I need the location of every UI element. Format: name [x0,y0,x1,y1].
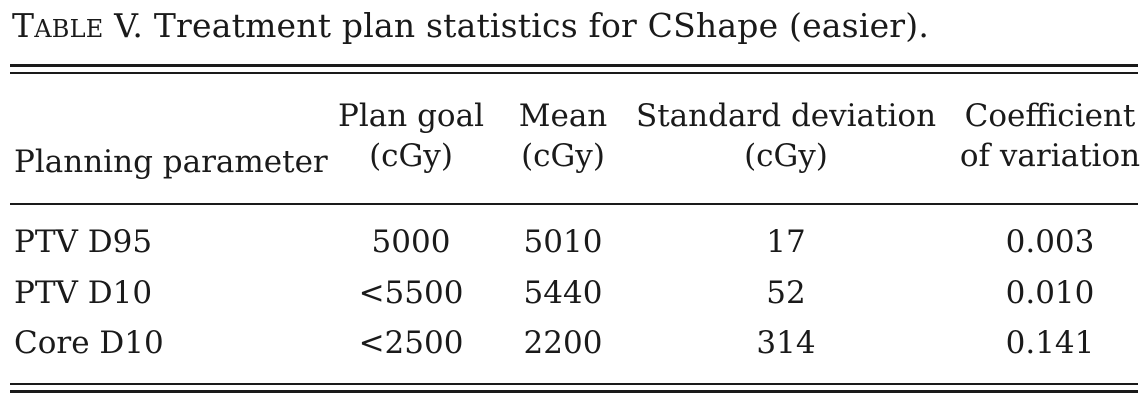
header-planning-parameter: Planning parameter [14,144,328,180]
top-rule [10,64,1138,67]
table-row-3-plan-goal: <2500 [358,325,464,361]
header-cv-line2: of variation [959,138,1141,174]
table-row-2-mean: 5440 [523,275,603,311]
table-row-3-sd: 314 [756,325,816,361]
table-row-2-parameter: PTV D10 [14,275,153,311]
caption-number: V. [114,6,144,45]
header-sd-line1: Standard deviation [635,98,937,134]
caption-label-rest: ABLE [34,15,104,43]
table-row-2-cv: 0.010 [1005,275,1095,311]
table-row-1-plan-goal: 5000 [371,224,451,260]
bottom-rule [10,383,1138,385]
table-row-1-sd: 17 [766,224,806,260]
header-mean-line2: (cGy) [521,138,605,174]
header-mean: Mean (cGy) [519,96,608,176]
table-row-1-cv: 0.003 [1005,224,1095,260]
caption-text: Treatment plan statistics for CShape (ea… [153,6,930,45]
top-rule-secondary [10,72,1138,74]
table-row-1-parameter: PTV D95 [14,224,153,260]
table-row-1-mean: 5010 [523,224,603,260]
table-row-3-parameter: Core D10 [14,325,164,361]
header-plan-goal-line1: Plan goal [338,98,484,134]
table-row-3-cv: 0.141 [1005,325,1095,361]
table-row-2-sd: 52 [766,275,806,311]
header-plan-goal: Plan goal (cGy) [338,96,484,176]
caption-label-first: T [12,6,35,45]
header-standard-deviation: Standard deviation (cGy) [636,96,936,176]
table-caption: TABLE V. Treatment plan statistics for C… [12,6,929,45]
header-coefficient-of-variation: Coefficient of variation [960,96,1140,176]
table-row-3-mean: 2200 [523,325,603,361]
header-plan-goal-line2: (cGy) [369,138,453,174]
header-mean-line1: Mean [518,98,608,134]
bottom-rule-secondary [10,390,1138,393]
header-rule [10,203,1138,205]
table-row-2-plan-goal: <5500 [358,275,464,311]
header-sd-line2: (cGy) [744,138,828,174]
header-cv-line1: Coefficient [964,98,1136,134]
